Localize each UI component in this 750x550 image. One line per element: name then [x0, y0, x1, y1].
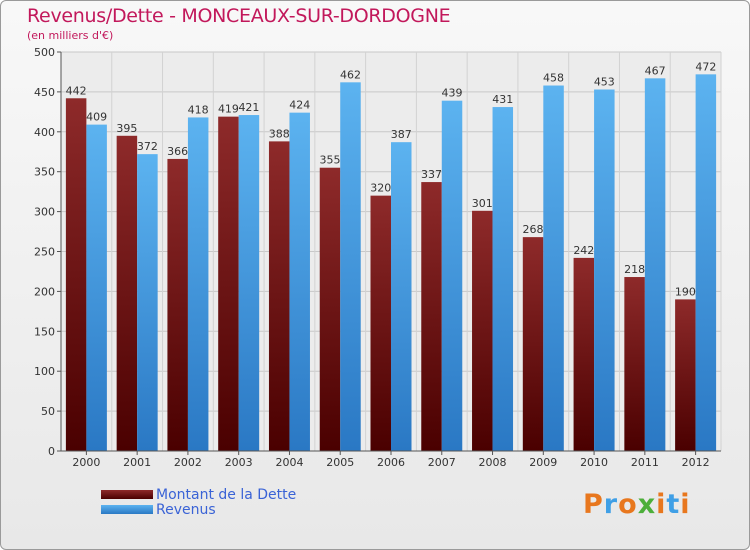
data-label-debt: 355 — [319, 154, 340, 167]
bar-debt — [319, 167, 341, 451]
bar-debt — [675, 299, 696, 451]
x-tick-label: 2010 — [580, 456, 608, 469]
logo-letter: P — [583, 489, 604, 520]
bar-revenus — [543, 85, 564, 452]
data-label-debt: 442 — [66, 84, 87, 97]
y-tick-label: 0 — [48, 445, 55, 458]
data-label-revenus: 424 — [289, 99, 310, 112]
data-label-debt: 337 — [421, 168, 442, 181]
data-label-debt: 366 — [167, 145, 188, 158]
bar-debt — [421, 182, 442, 451]
legend-item-debt: Montant de la Dette — [101, 486, 297, 503]
x-tick-label: 2008 — [479, 456, 507, 469]
y-tick-label: 450 — [34, 86, 55, 99]
data-label-debt: 268 — [523, 223, 544, 236]
x-tick-label: 2012 — [682, 456, 710, 469]
x-tick-label: 2000 — [72, 456, 100, 469]
y-tick-label: 200 — [34, 285, 55, 298]
bar-revenus — [86, 124, 107, 452]
bar-revenus — [340, 82, 361, 451]
legend-label-revenus: Revenus — [156, 501, 216, 518]
data-label-revenus: 421 — [238, 101, 259, 114]
bar-revenus — [695, 74, 717, 452]
bar-debt — [65, 98, 87, 451]
logo-letter: t — [666, 489, 681, 520]
data-label-debt: 301 — [472, 197, 493, 210]
chart-title: Revenus/Dette - MONCEAUX-SUR-DORDOGNE — [27, 5, 451, 27]
y-tick-label: 350 — [34, 166, 55, 179]
bar-revenus — [441, 100, 463, 451]
data-label-revenus: 372 — [137, 140, 158, 153]
data-label-debt: 388 — [269, 127, 290, 140]
data-label-revenus: 472 — [695, 60, 716, 73]
y-tick-label: 250 — [34, 246, 55, 259]
data-label-revenus: 387 — [391, 128, 412, 141]
bar-debt — [167, 158, 188, 451]
x-tick-label: 2007 — [428, 456, 456, 469]
bar-revenus — [187, 117, 209, 451]
y-tick-label: 100 — [34, 365, 55, 378]
chart-subtitle: (en milliers d'€) — [27, 29, 114, 42]
chart-legend: Montant de la Dette Revenus — [101, 486, 297, 518]
logo-letter: r — [603, 489, 619, 520]
x-tick-label: 2011 — [631, 456, 659, 469]
bar-revenus — [492, 107, 514, 451]
data-label-revenus: 462 — [340, 68, 361, 81]
y-tick-label: 300 — [34, 206, 55, 219]
data-label-revenus: 431 — [492, 93, 513, 106]
bar-debt — [522, 237, 544, 451]
legend-item-revenus: Revenus — [101, 501, 296, 518]
x-tick-label: 2006 — [377, 456, 405, 469]
data-label-revenus: 453 — [594, 76, 615, 89]
data-label-debt: 419 — [218, 103, 239, 116]
bar-debt — [472, 210, 493, 451]
data-label-revenus: 418 — [188, 103, 209, 116]
y-tick-label: 400 — [34, 126, 55, 139]
x-tick-label: 2003 — [225, 456, 253, 469]
data-label-revenus: 458 — [543, 72, 564, 85]
legend-label-debt: Montant de la Dette — [156, 486, 297, 503]
data-label-revenus: 467 — [645, 64, 666, 77]
bar-debt — [573, 257, 595, 451]
x-tick-label: 2002 — [174, 456, 202, 469]
bar-revenus — [238, 115, 260, 452]
logo-letter: i — [656, 489, 667, 520]
y-tick-label: 500 — [34, 46, 55, 59]
logo-letter: x — [637, 489, 657, 520]
proxiti-logo: Proxiti — [583, 489, 691, 520]
data-label-revenus: 409 — [86, 111, 107, 124]
bar-revenus — [289, 112, 310, 451]
x-tick-label: 2001 — [123, 456, 151, 469]
data-label-revenus: 439 — [442, 87, 463, 100]
bar-debt — [218, 116, 239, 451]
x-tick-label: 2009 — [529, 456, 557, 469]
y-tick-label: 50 — [41, 405, 55, 418]
bar-debt — [370, 195, 391, 451]
data-label-debt: 242 — [573, 244, 594, 257]
bar-debt — [624, 277, 645, 451]
bar-revenus — [137, 154, 158, 452]
bar-revenus — [594, 89, 615, 452]
bar-debt — [268, 141, 290, 451]
x-tick-label: 2005 — [326, 456, 354, 469]
data-label-debt: 320 — [370, 182, 391, 195]
bar-revenus — [644, 78, 666, 452]
data-label-debt: 190 — [675, 285, 696, 298]
bar-debt — [116, 135, 138, 452]
legend-swatch-debt — [101, 490, 153, 499]
y-tick-label: 150 — [34, 325, 55, 338]
data-label-debt: 395 — [116, 122, 137, 135]
logo-letter: i — [680, 489, 691, 520]
data-label-debt: 218 — [624, 263, 645, 276]
x-tick-label: 2004 — [275, 456, 303, 469]
legend-swatch-revenus — [101, 505, 153, 514]
bar-revenus — [391, 142, 412, 451]
logo-letter: o — [618, 489, 638, 520]
